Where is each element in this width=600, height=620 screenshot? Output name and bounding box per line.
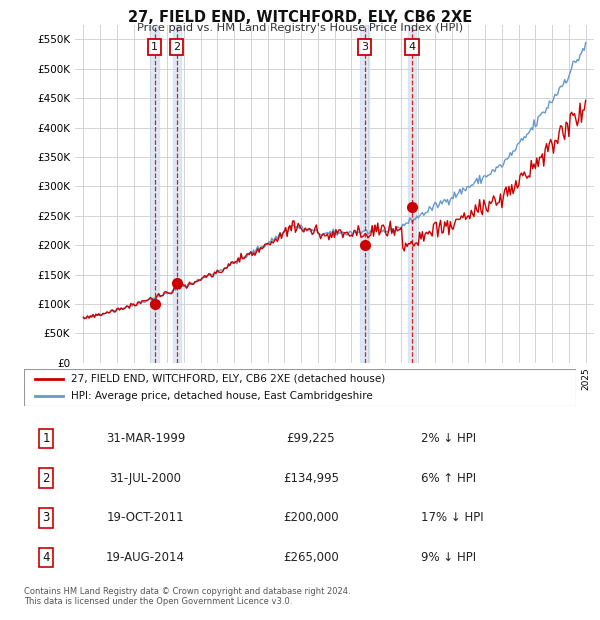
Text: 31-JUL-2000: 31-JUL-2000: [109, 472, 181, 484]
Text: 6% ↑ HPI: 6% ↑ HPI: [421, 472, 476, 484]
Bar: [408, 25, 416, 363]
Text: 3: 3: [43, 512, 50, 524]
Bar: [173, 25, 181, 363]
Text: HPI: Average price, detached house, East Cambridgeshire: HPI: Average price, detached house, East…: [71, 391, 373, 401]
Text: 2% ↓ HPI: 2% ↓ HPI: [421, 432, 476, 445]
Bar: [151, 25, 159, 363]
Text: 2: 2: [43, 472, 50, 484]
Text: 17% ↓ HPI: 17% ↓ HPI: [421, 512, 484, 524]
Text: 27, FIELD END, WITCHFORD, ELY, CB6 2XE (detached house): 27, FIELD END, WITCHFORD, ELY, CB6 2XE (…: [71, 374, 385, 384]
Text: Price paid vs. HM Land Registry's House Price Index (HPI): Price paid vs. HM Land Registry's House …: [137, 23, 463, 33]
Text: 1: 1: [43, 432, 50, 445]
Text: £265,000: £265,000: [283, 551, 339, 564]
Text: Contains HM Land Registry data © Crown copyright and database right 2024.
This d: Contains HM Land Registry data © Crown c…: [24, 587, 350, 606]
Text: 27, FIELD END, WITCHFORD, ELY, CB6 2XE: 27, FIELD END, WITCHFORD, ELY, CB6 2XE: [128, 10, 472, 25]
Text: 4: 4: [409, 42, 416, 51]
Text: 1: 1: [151, 42, 158, 51]
Text: £99,225: £99,225: [287, 432, 335, 445]
Text: £200,000: £200,000: [283, 512, 339, 524]
Text: 31-MAR-1999: 31-MAR-1999: [106, 432, 185, 445]
Text: £134,995: £134,995: [283, 472, 339, 484]
Text: 9% ↓ HPI: 9% ↓ HPI: [421, 551, 476, 564]
Bar: [361, 25, 369, 363]
Text: 19-OCT-2011: 19-OCT-2011: [107, 512, 184, 524]
Text: 4: 4: [43, 551, 50, 564]
Text: 2: 2: [173, 42, 181, 51]
Text: 3: 3: [361, 42, 368, 51]
Text: 19-AUG-2014: 19-AUG-2014: [106, 551, 185, 564]
